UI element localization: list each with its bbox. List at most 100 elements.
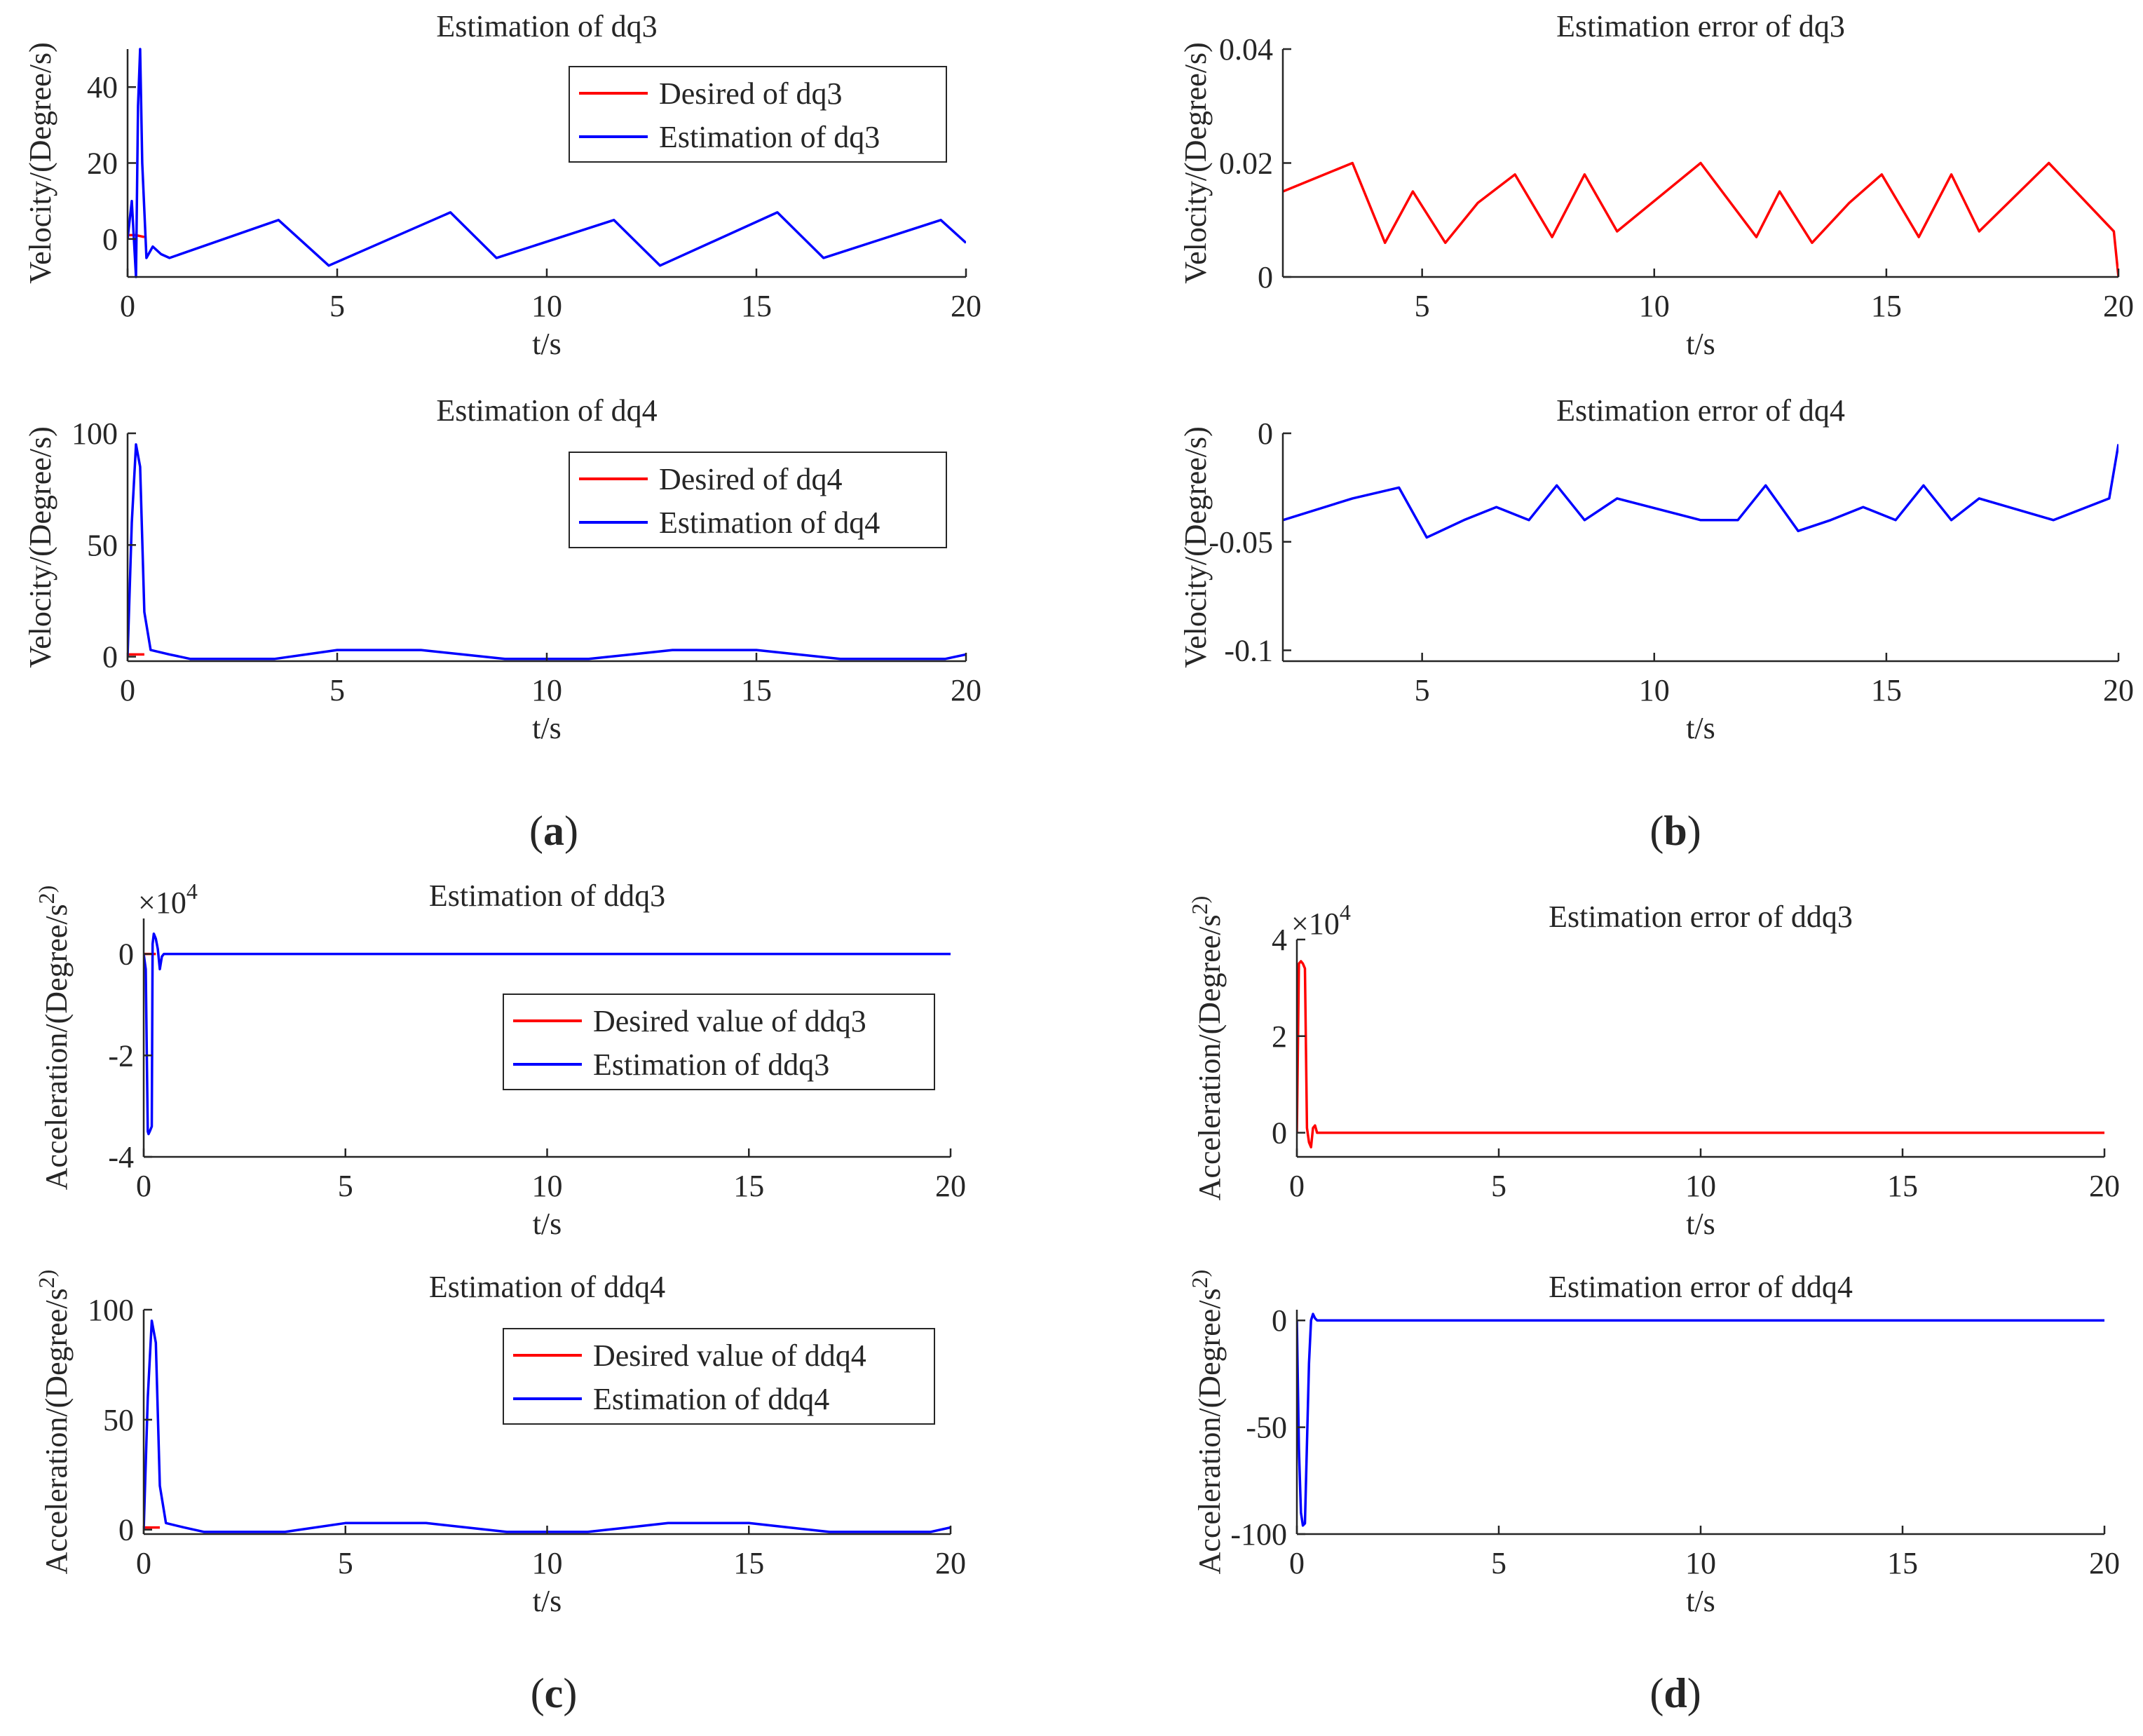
y-tick-label: 0 xyxy=(118,937,134,972)
legend-label: Estimation of dq4 xyxy=(659,506,880,540)
x-axis-label: t/s xyxy=(533,1584,562,1618)
y-axis-label: Velocity/(Degree/s) xyxy=(1178,42,1213,284)
y-tick-label: 50 xyxy=(103,1403,134,1437)
x-tick-label: 20 xyxy=(2089,1169,2120,1203)
series-line-d2-0 xyxy=(1297,1313,2104,1527)
chart-title: Estimation error of dq4 xyxy=(1556,393,1845,428)
chart-title: Estimation error of dq3 xyxy=(1556,9,1845,43)
y-tick-label: 40 xyxy=(87,70,118,104)
x-tick-label: 10 xyxy=(1685,1546,1716,1580)
chart-title: Estimation of dq3 xyxy=(436,9,657,43)
x-tick-label: 15 xyxy=(1887,1546,1918,1580)
x-tick-label: 5 xyxy=(329,673,345,707)
x-tick-label: 0 xyxy=(120,289,135,323)
x-tick-label: 15 xyxy=(733,1546,764,1580)
x-tick-label: 10 xyxy=(531,289,562,323)
legend: Desired of dq4 Estimation of dq4 xyxy=(569,452,947,548)
x-tick-label: 0 xyxy=(136,1169,151,1203)
panel-label-b: (b) xyxy=(1649,808,1701,854)
x-axis-label: t/s xyxy=(1686,711,1715,745)
legend-label: Estimation of ddq3 xyxy=(593,1047,829,1082)
y-tick-label: 50 xyxy=(87,528,118,562)
y-tick-label: 0.02 xyxy=(1219,147,1273,181)
x-axis-label: t/s xyxy=(1686,1584,1715,1618)
chart-b1: 5 10 15 20 0 0.02 0.04 Estimation error of dq3 t… xyxy=(1178,9,2134,361)
x-tick-label: 10 xyxy=(1639,673,1670,707)
chart-d2: 0 5 10 15 20 -100 -50 0 Estimation error of ddq4… xyxy=(1187,1270,2120,1618)
legend: Desired value of ddq4 Estimation of ddq4 xyxy=(503,1328,935,1425)
x-tick-label: 0 xyxy=(1289,1546,1305,1580)
x-tick-label: 5 xyxy=(1491,1546,1506,1580)
legend-label: Desired value of ddq4 xyxy=(593,1338,866,1373)
x-tick-label: 10 xyxy=(532,1169,563,1203)
x-tick-label: 15 xyxy=(1887,1169,1918,1203)
x-tick-label: 20 xyxy=(2103,289,2134,323)
legend-box xyxy=(569,452,947,548)
x-tick-label: 15 xyxy=(1871,673,1902,707)
svg-text:(b): (b) xyxy=(1649,808,1701,854)
y-axis-label: Acceleration/(Degree/s2) xyxy=(1187,1270,1227,1575)
y-tick-label: -2 xyxy=(108,1038,134,1073)
panel-label-d: (d) xyxy=(1649,1670,1701,1716)
y-tick-label: 0 xyxy=(118,1513,134,1547)
x-tick-label: 15 xyxy=(741,673,772,707)
series-line-c1-1 xyxy=(144,932,951,1136)
x-axis-label: t/s xyxy=(533,1207,562,1241)
x-tick-label: 20 xyxy=(2103,673,2134,707)
y-tick-label: 0 xyxy=(1272,1116,1287,1151)
x-tick-label: 5 xyxy=(338,1169,353,1203)
x-tick-label: 5 xyxy=(329,289,345,323)
svg-text:(d): (d) xyxy=(1649,1670,1701,1716)
series-line-b2-0 xyxy=(1283,444,2118,539)
x-tick-label: 15 xyxy=(1871,289,1902,323)
y-tick-label: 0 xyxy=(1272,1303,1287,1338)
y-tick-label: 100 xyxy=(72,416,118,451)
y-axis-label: Acceleration/(Degree/s2) xyxy=(34,886,74,1191)
x-axis-label: t/s xyxy=(532,711,562,745)
chart-a1: 0 5 10 15 20 0 20 40 Estimation of dq3 t/s Velocit… xyxy=(23,9,981,361)
legend-box xyxy=(503,994,935,1090)
x-tick-label: 10 xyxy=(531,673,562,707)
series-line-b1-0 xyxy=(1283,161,2118,278)
x-tick-label: 20 xyxy=(935,1546,966,1580)
series-line-a2-1 xyxy=(128,443,966,660)
x-tick-label: 5 xyxy=(1415,673,1430,707)
y-tick-label: -4 xyxy=(108,1140,134,1174)
y-tick-label: 0 xyxy=(1258,416,1273,451)
y-tick-label: -50 xyxy=(1246,1411,1287,1445)
x-tick-label: 20 xyxy=(951,673,981,707)
y-tick-label: 2 xyxy=(1272,1019,1287,1054)
y-tick-label: -0.05 xyxy=(1209,525,1273,560)
x-tick-label: 15 xyxy=(741,289,772,323)
svg-text:(c): (c) xyxy=(531,1670,578,1716)
y-tick-label: 0 xyxy=(102,222,118,257)
series-line-a1-1 xyxy=(128,48,966,278)
chart-b2: 5 10 15 20 -0.1 -0.05 0 Estimation error of dq4… xyxy=(1178,393,2134,745)
y-tick-label: -0.1 xyxy=(1224,634,1273,668)
chart-c2: 0 5 10 15 20 0 50 100 Estimation of ddq4 t/s Accel… xyxy=(34,1270,966,1618)
x-tick-label: 0 xyxy=(136,1546,151,1580)
y-tick-label: 20 xyxy=(87,147,118,181)
chart-a2: 0 5 10 15 20 0 50 100 Estimation of dq4 t/s Veloci… xyxy=(23,393,981,745)
x-tick-label: 20 xyxy=(2089,1546,2120,1580)
chart-title: Estimation error of ddq4 xyxy=(1549,1270,1853,1304)
legend: Desired value of ddq3 Estimation of ddq3 xyxy=(503,994,935,1090)
panel-label-c: (c) xyxy=(531,1670,578,1716)
x-tick-label: 0 xyxy=(120,673,135,707)
chart-title: Estimation of ddq4 xyxy=(429,1270,665,1304)
chart-c1: 0 5 10 15 20 -4 -2 0 Estimation of ddq3 t/s Accele… xyxy=(34,879,966,1241)
chart-title: Estimation of dq4 xyxy=(436,393,657,428)
x-tick-label: 20 xyxy=(935,1169,966,1203)
x-tick-label: 10 xyxy=(1639,289,1670,323)
y-axis-label: Acceleration/(Degree/s2) xyxy=(34,1270,74,1575)
legend-label: Desired of dq3 xyxy=(659,76,843,111)
legend: Desired of dq3 Estimation of dq3 xyxy=(569,66,947,163)
legend-label: Estimation of ddq4 xyxy=(593,1382,829,1416)
legend-box xyxy=(569,66,947,163)
y-tick-label: 0 xyxy=(102,640,118,674)
panel-label-a: (a) xyxy=(529,808,578,854)
y-tick-label: 0 xyxy=(1258,260,1273,294)
